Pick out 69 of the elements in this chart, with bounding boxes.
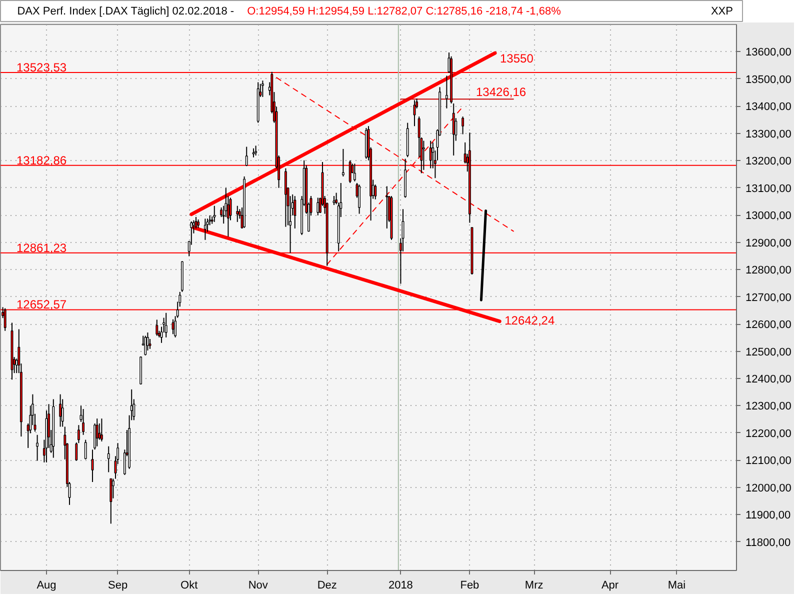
chart-subtitle: O:12954,59 H:12954,59 L:12782,07 C:12785,16 -218,74 -1,68% [247,6,562,18]
ref-line-label: 13523,53 [16,60,67,75]
annotation: 12642,24 [504,314,555,328]
ref-line-label: 12652,57 [16,298,67,312]
x-tick-label: Nov [248,580,268,592]
x-tick-label: Okt [180,580,198,592]
candlestick [156,319,158,336]
candlestick [94,422,96,450]
candlestick [107,446,110,473]
ref-line-label: 13182,86 [16,153,67,168]
candlestick [462,116,464,135]
candlestick [353,163,356,182]
x-tick-label: Mrz [524,580,544,592]
candlestick [261,80,264,98]
candlestick [342,148,344,177]
ref-line-label: 12861,23 [16,240,67,255]
x-tick-label: 2018 [388,580,413,592]
y-tick-label: 13200,00 [746,156,792,168]
candlestick [316,197,320,216]
y-tick-label: 11900,00 [746,510,791,522]
y-tick-label: 11800,00 [746,536,791,549]
y-tick-label: 12400,00 [746,374,792,386]
candlestick [445,75,448,109]
y-tick-label: 12100,00 [746,455,792,468]
chart-title: DAX Perf. Index [.DAX Täglich] 02.02.2018 - [17,6,234,18]
x-tick-label: Aug [36,580,56,592]
annotation: 13426,16 [476,85,526,100]
y-tick-label: 13100,00 [746,182,792,195]
candlestick [36,434,39,462]
candlestick [82,408,85,436]
candlestick [110,478,112,524]
annotation: 13550 [500,51,534,66]
x-tick-label: Feb [460,580,480,592]
x-tick-label: Sep [108,580,128,592]
y-tick-label: 13500,00 [746,74,792,86]
y-tick-label: 12800,00 [746,264,792,277]
candlestick [422,140,425,170]
candlestick [204,218,206,240]
candlestick [164,312,168,338]
candlestick [213,205,216,222]
candlestick [294,196,296,229]
candlestick [84,439,87,460]
candlestick [144,335,147,356]
y-tick-label: 12300,00 [746,400,792,413]
y-tick-label: 13300,00 [746,128,792,140]
y-tick-label: 12700,00 [746,292,792,304]
x-tick-label: Mai [668,580,686,592]
candlestick [100,418,103,442]
candlestick [61,398,64,428]
x-tick-label: Dez [317,580,337,592]
candlestick [96,418,98,447]
candlestick [112,478,114,499]
candlestick [386,186,388,229]
y-tick-label: 12600,00 [746,319,792,332]
text: XXP [710,6,733,18]
y-tick-label: 12900,00 [746,237,792,250]
candlestick [59,394,62,428]
y-tick-label: 13600,00 [746,46,792,59]
candlestick [284,168,287,228]
y-tick-label: 12000,00 [746,482,792,494]
y-tick-label: 13400,00 [746,101,792,114]
y-tick-label: 12500,00 [746,346,792,358]
candlestick [236,205,239,222]
candlestick [358,184,361,214]
x-tick-label: Apr [601,580,619,592]
y-tick-label: 12200,00 [746,428,792,440]
candlestick [245,146,248,167]
candlestick [254,145,258,156]
y-tick-label: 13000,00 [746,210,792,222]
